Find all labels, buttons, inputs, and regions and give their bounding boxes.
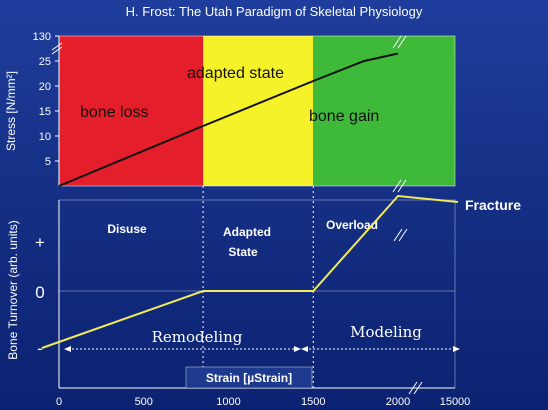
zone-overload: Overload [326,218,378,232]
x-axis-label: Strain [µStrain] [206,371,292,385]
top-panel-regions [59,36,455,186]
x-tick-label: 15000 [440,396,471,408]
y-tick-minus: - [37,339,43,358]
fracture-label: Fracture [465,197,521,213]
x-tick-label: 1500 [301,396,325,408]
top-y-axis-label: Stress [N/mm²] [4,71,18,151]
top-y-tick-label: 15 [39,106,51,118]
bottom-line-break [393,228,408,242]
bottom-axis-break-x [408,381,423,395]
top-y-tick-label: 25 [39,56,51,68]
zone-adapted-line2: State [228,245,258,259]
top-axis-break-x-upper [392,35,407,49]
x-axis-label-box [185,366,313,389]
remodeling-label: Remodeling [152,328,243,346]
x-tick-label: 1000 [216,396,240,408]
zone-adapted-line1: Adapted [223,225,271,239]
x-tick-label: 0 [56,396,62,408]
bone-turnover-line [41,194,459,349]
top-axis-break-y [51,42,63,55]
top-y-tick-label: 20 [39,81,51,93]
modeling-arrow [301,346,460,352]
top-y-ticks: 5 10 15 20 25 130 [33,31,59,168]
modeling-label: Modeling [350,323,422,341]
y-tick-zero: 0 [35,283,44,302]
top-axis-break-x-lower [392,179,407,193]
region-label-adapted-state: adapted state [187,65,284,82]
x-tick-label: 2000 [386,396,410,408]
top-y-tick-label: 130 [33,31,51,43]
region-bone-gain [313,36,455,186]
zone-dividers [202,186,314,388]
region-label-bone-gain: bone gain [309,108,379,125]
top-y-tick-label: 5 [45,156,51,168]
region-bone-loss [59,36,204,186]
x-tick-label: 500 [135,396,153,408]
remodeling-arrow [64,346,301,352]
region-label-bone-loss: bone loss [80,104,149,121]
stress-strain-line [58,52,399,187]
y-tick-plus: + [35,233,45,252]
bottom-y-axis-label: Bone Turnover (arb. units) [6,220,20,359]
region-adapted-state [203,36,314,186]
chart-title: H. Frost: The Utah Paradigm of Skeletal … [126,4,423,19]
zone-disuse: Disuse [107,222,147,236]
x-tick-labels: 0 500 1000 1500 2000 15000 [56,396,470,408]
top-y-tick-label: 10 [39,131,51,143]
